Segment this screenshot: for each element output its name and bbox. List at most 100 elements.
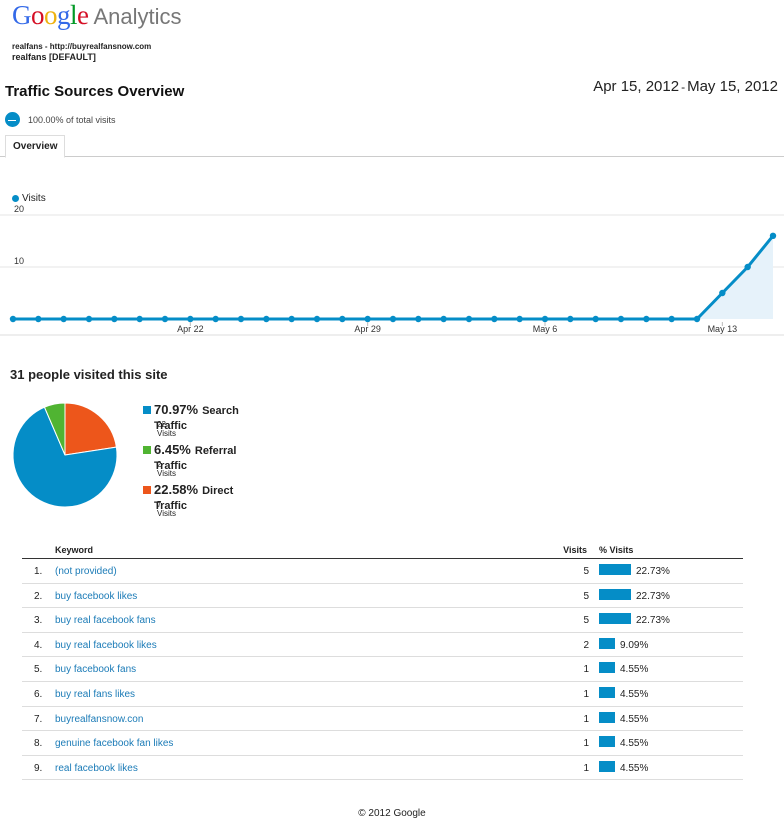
pie-slice xyxy=(43,402,66,456)
data-point xyxy=(668,315,675,323)
row-visits: 1 xyxy=(583,713,589,725)
data-point xyxy=(769,232,777,239)
keyword-link[interactable]: buy facebook likes xyxy=(55,590,138,602)
table-row: 5. buy facebook fans 1 4.55% xyxy=(22,657,743,682)
row-visits: 5 xyxy=(583,566,589,577)
row-number: 4. xyxy=(34,639,43,651)
data-point xyxy=(187,315,194,323)
row-visits: 2 xyxy=(583,639,589,651)
row-visits: 1 xyxy=(583,738,589,750)
date-separator: - xyxy=(681,80,686,94)
row-number: 1. xyxy=(34,566,43,577)
row-pct-visits: 4.55% xyxy=(620,738,649,750)
series-area xyxy=(13,235,773,319)
keyword-table-header: Keyword Visits % Visits xyxy=(22,543,743,559)
data-point xyxy=(212,315,219,323)
table-row: 3. buy real facebook fans 5 22.73% xyxy=(22,608,743,633)
direct-visits: 7 Visits xyxy=(157,500,176,518)
x-tick-label: May 6 xyxy=(533,324,558,334)
table-row: 8. genuine facebook fan likes 1 4.55% xyxy=(22,731,743,756)
account-profile: realfans [DEFAULT] xyxy=(12,52,96,62)
data-point xyxy=(339,315,346,323)
keyword-link[interactable]: buy real facebook fans xyxy=(55,615,156,627)
keyword-link[interactable]: genuine facebook fan likes xyxy=(55,738,174,750)
logo-letter: l xyxy=(70,0,78,30)
chart-legend: Visits xyxy=(12,193,46,204)
header-visits: Visits xyxy=(563,545,587,555)
row-pct-visits: 4.55% xyxy=(620,762,649,774)
data-point xyxy=(465,315,473,323)
logo-letter: o xyxy=(31,0,45,30)
row-number: 3. xyxy=(34,615,43,627)
data-point xyxy=(35,315,42,323)
data-point xyxy=(491,315,498,323)
pie-slice xyxy=(12,406,118,508)
table-row: 1. (not provided) 5 22.73% xyxy=(22,559,743,584)
analytics-wordmark: Analytics xyxy=(93,4,182,29)
referral-pct: 6.45% xyxy=(154,442,191,457)
visits-line-chart: 10 20 Apr 22 Apr 29 May 6 May 13 xyxy=(0,205,784,336)
row-pct-visits: 22.73% xyxy=(636,566,670,577)
row-share-bar xyxy=(599,736,615,748)
data-point xyxy=(617,315,625,323)
data-point xyxy=(440,315,447,323)
direct-swatch xyxy=(143,486,151,494)
keyword-link[interactable]: buy real facebook likes xyxy=(55,639,157,651)
row-pct-visits: 4.55% xyxy=(620,664,649,676)
y-tick-label: 20 xyxy=(14,205,24,214)
row-number: 6. xyxy=(34,688,43,700)
data-point xyxy=(719,289,726,297)
direct-pct: 22.58% xyxy=(154,482,199,497)
search-name: Search Traffic xyxy=(154,405,239,432)
row-pct-visits: 22.73% xyxy=(636,615,670,627)
header-keyword: Keyword xyxy=(55,545,94,555)
data-point xyxy=(643,315,650,323)
segment-pie-icon xyxy=(5,112,20,127)
data-point xyxy=(516,315,523,323)
row-share-bar xyxy=(599,613,631,625)
table-row: 7. buyrealfansnow.con 1 4.55% xyxy=(22,707,743,732)
date-end: May 15, 2012 xyxy=(687,78,778,95)
row-share-bar xyxy=(599,637,615,649)
search-pct: 70.97% xyxy=(154,402,199,417)
x-tick-label: May 13 xyxy=(708,324,738,334)
row-pct-visits: 22.73% xyxy=(636,590,670,602)
data-point xyxy=(567,315,574,323)
data-point xyxy=(364,315,371,323)
keyword-link[interactable]: buy real fans likes xyxy=(55,688,136,700)
legend-dot-icon xyxy=(12,195,19,202)
data-point xyxy=(288,315,295,323)
data-point xyxy=(744,263,751,271)
tab-bar: Overview xyxy=(0,135,784,158)
traffic-sources-pie xyxy=(12,402,118,508)
series-line xyxy=(13,234,775,321)
footer-copyright: © 2012 Google xyxy=(358,808,426,819)
tab-overview[interactable]: Overview xyxy=(5,135,66,158)
y-tick-label: 10 xyxy=(14,256,24,266)
table-row: 9. real facebook likes 1 4.55% xyxy=(22,756,743,781)
row-visits: 5 xyxy=(583,615,589,627)
keyword-link[interactable]: (not provided) xyxy=(55,566,117,577)
logo-letter: g xyxy=(57,0,71,30)
search-visits: 22 Visits xyxy=(157,420,176,438)
x-tick-label: Apr 22 xyxy=(177,324,204,334)
pie-slice xyxy=(64,402,117,456)
data-point xyxy=(60,315,67,323)
row-visits: 1 xyxy=(583,688,589,700)
segment-indicator: 100.00% of total visits xyxy=(5,112,116,127)
row-pct-visits: 4.55% xyxy=(620,688,649,700)
data-point xyxy=(85,315,93,323)
account-url: realfans - http://buyrealfansnow.com xyxy=(12,42,152,51)
google-wordmark: Google xyxy=(12,0,89,31)
data-point xyxy=(136,315,143,323)
google-analytics-logo: Google Analytics xyxy=(12,0,182,30)
keyword-link[interactable]: buyrealfansnow.con xyxy=(55,713,144,725)
keyword-link[interactable]: buy facebook fans xyxy=(55,664,137,676)
segment-label: 100.00% of total visits xyxy=(28,114,116,125)
data-point xyxy=(592,315,599,323)
row-visits: 1 xyxy=(583,664,589,676)
referral-visits: 2 Visits xyxy=(157,460,176,478)
table-row: 2. buy facebook likes 5 22.73% xyxy=(22,584,743,609)
keyword-link[interactable]: real facebook likes xyxy=(55,762,138,774)
referral-name: Referral Traffic xyxy=(154,445,237,472)
